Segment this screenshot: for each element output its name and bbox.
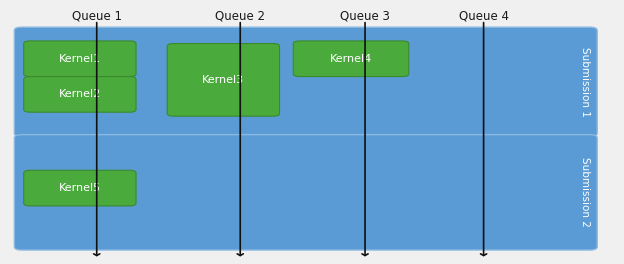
FancyBboxPatch shape	[14, 135, 597, 250]
FancyBboxPatch shape	[293, 41, 409, 77]
Text: Kernel3: Kernel3	[202, 75, 245, 85]
Text: Kernel4: Kernel4	[330, 54, 372, 64]
Text: Kernel1: Kernel1	[59, 54, 101, 64]
Text: Kernel5: Kernel5	[59, 183, 101, 193]
FancyBboxPatch shape	[167, 44, 280, 116]
Text: Queue 1: Queue 1	[72, 9, 122, 22]
FancyBboxPatch shape	[24, 41, 136, 77]
Text: Queue 4: Queue 4	[459, 9, 509, 22]
FancyBboxPatch shape	[14, 27, 597, 136]
FancyBboxPatch shape	[24, 77, 136, 112]
FancyBboxPatch shape	[24, 170, 136, 206]
Text: Queue 3: Queue 3	[340, 9, 390, 22]
Text: Kernel2: Kernel2	[59, 89, 101, 99]
Text: Submission 1: Submission 1	[580, 47, 590, 117]
Text: Submission 2: Submission 2	[580, 157, 590, 227]
Text: Queue 2: Queue 2	[215, 9, 265, 22]
